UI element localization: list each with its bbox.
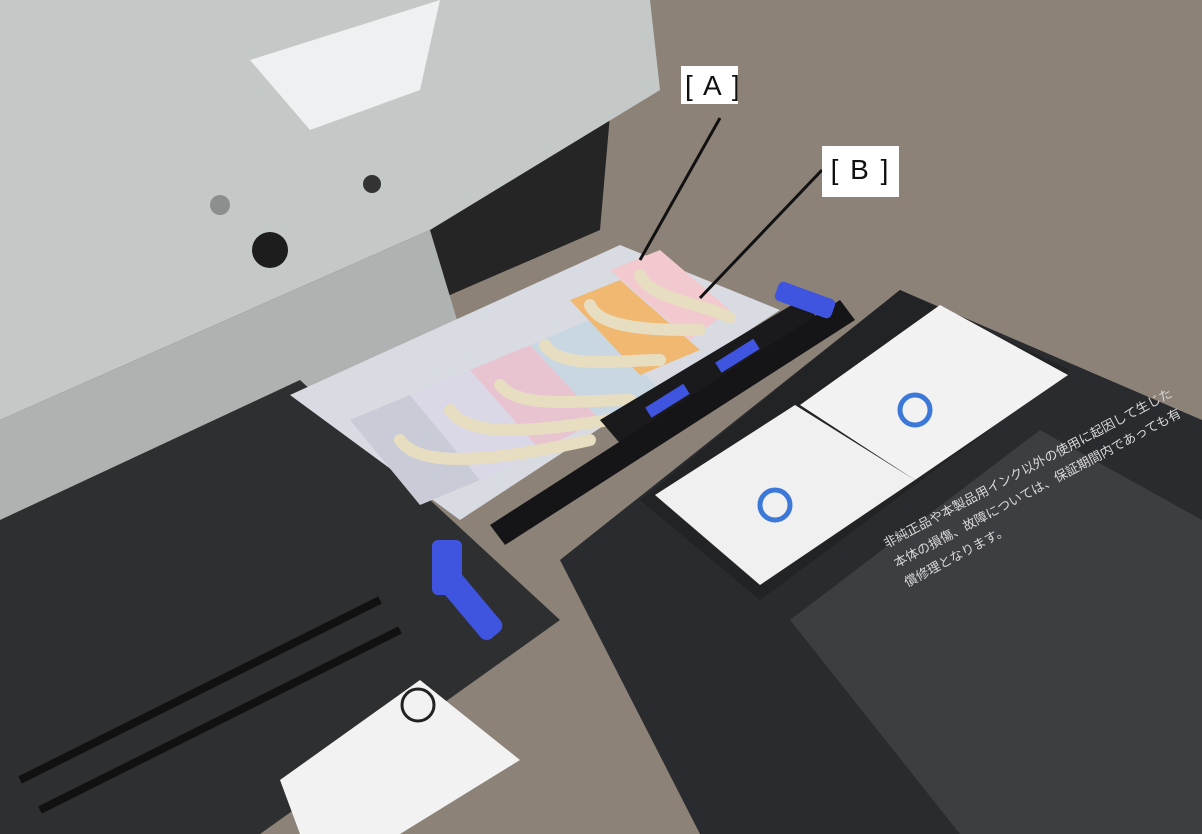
rotate-arrow-icon — [757, 487, 793, 523]
callout-b-label: [ B ] — [822, 146, 899, 197]
tank-lid-bar — [490, 300, 855, 545]
screw — [363, 175, 381, 193]
callout-a-label: [ A ] — [681, 66, 740, 104]
callout-a-leader — [638, 117, 722, 261]
metal-frame — [0, 0, 660, 420]
frame-hole — [252, 232, 288, 268]
blue-clip — [645, 383, 690, 418]
prohibited-icon — [400, 687, 436, 723]
ink-tubes — [394, 269, 736, 465]
feed-rollers — [18, 596, 402, 814]
instruction-sticker — [800, 305, 1068, 480]
ink-cover — [790, 430, 1202, 834]
callout-b-leader — [698, 168, 824, 300]
screw — [210, 195, 230, 215]
rotate-arrow-icon — [897, 392, 933, 428]
blue-latch — [774, 281, 836, 319]
warning-sticker — [280, 680, 520, 834]
foam-pad — [250, 0, 440, 130]
blue-lever-handle — [434, 564, 503, 641]
blue-clip — [715, 338, 760, 373]
tube-holder — [600, 300, 830, 455]
